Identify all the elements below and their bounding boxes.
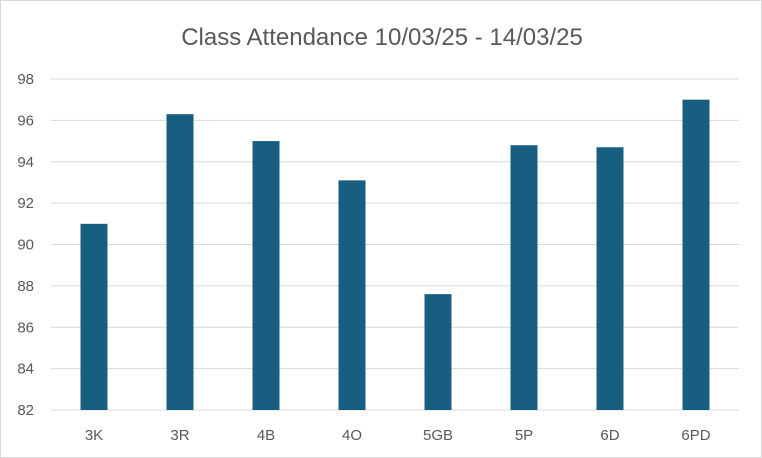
- bar-3k: [80, 223, 108, 410]
- bar-3r: [166, 114, 194, 410]
- x-tick-label: 3K: [85, 427, 103, 444]
- y-tick-label: 86: [17, 319, 34, 336]
- bar-5p: [510, 145, 538, 410]
- bar-4b: [252, 141, 280, 410]
- y-tick-label: 82: [17, 402, 34, 419]
- bar-6d: [596, 147, 624, 411]
- y-axis-ticks: 82 84 86 88 90 92 94 96 98: [17, 71, 34, 419]
- chart-title: Class Attendance 10/03/25 - 14/03/25: [181, 24, 583, 51]
- y-tick-label: 84: [17, 361, 34, 378]
- bar-4o: [338, 180, 366, 410]
- y-tick-label: 96: [17, 112, 34, 129]
- x-tick-label: 4O: [342, 427, 362, 444]
- x-axis-ticks: 3K 3R 4B 4O 5GB 5P 6D 6PD: [85, 427, 711, 444]
- y-tick-label: 94: [17, 154, 34, 171]
- y-tick-label: 88: [17, 278, 34, 295]
- x-tick-label: 6D: [600, 427, 619, 444]
- bars: [80, 99, 710, 411]
- y-tick-label: 98: [17, 71, 34, 88]
- y-tick-label: 92: [17, 195, 34, 212]
- bar-6pd: [682, 99, 710, 410]
- gridlines: [51, 78, 739, 411]
- x-tick-label: 5P: [515, 427, 533, 444]
- x-tick-label: 6PD: [681, 427, 710, 444]
- y-tick-label: 90: [17, 237, 34, 254]
- x-tick-label: 3R: [170, 427, 189, 444]
- bar-5gb: [424, 294, 452, 410]
- x-tick-label: 5GB: [423, 427, 453, 444]
- x-tick-label: 4B: [257, 427, 275, 444]
